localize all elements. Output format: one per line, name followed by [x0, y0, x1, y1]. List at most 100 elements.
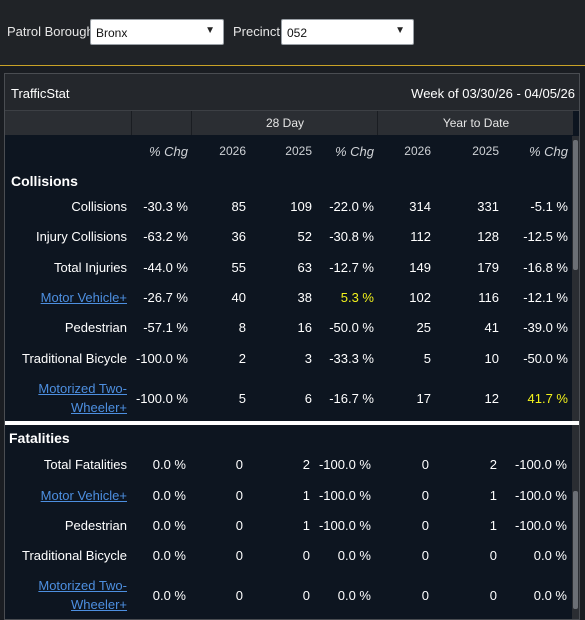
- ytd-chg: 41.7 %: [527, 391, 568, 406]
- precinct-value: 052: [287, 26, 308, 40]
- ytd-chg: -100.0 %: [514, 518, 567, 533]
- d28-chg: -22.0 %: [329, 199, 374, 214]
- row-label-link[interactable]: Motorized Two-: [38, 381, 127, 396]
- scrollbar-thumb[interactable]: [573, 491, 578, 609]
- d28-2026: 55: [231, 260, 246, 275]
- col-week-chg: % Chg: [148, 144, 188, 159]
- section-collisions: Collisions: [11, 173, 78, 189]
- ytd-2026: 314: [409, 199, 431, 214]
- ytd-2026: 112: [410, 229, 431, 244]
- ytd-2025: 1: [489, 488, 497, 503]
- week-chg: -30.3 %: [143, 199, 188, 214]
- fatalities-scrollbar[interactable]: [572, 425, 579, 619]
- ytd-2026: 0: [421, 457, 429, 472]
- ytd-2026: 0: [421, 588, 429, 603]
- ytd-chg: 0.0 %: [533, 588, 567, 603]
- d28-chg: -50.0 %: [329, 320, 374, 335]
- panel-title: TrafficStat: [11, 86, 70, 101]
- d28-2025: 1: [302, 488, 310, 503]
- d28-2026: 0: [235, 588, 243, 603]
- ytd-2025: 2: [489, 457, 497, 472]
- d28-2026: 0: [235, 488, 243, 503]
- filter-bar: Patrol Borough: Bronx ▼ Precinct: 052 ▼: [0, 0, 585, 66]
- collisions-scrollbar[interactable]: [572, 136, 579, 421]
- ytd-2026: 5: [423, 351, 431, 366]
- d28-chg: -100.0 %: [318, 488, 371, 503]
- ytd-2025: 10: [484, 351, 499, 366]
- group-blank: [5, 111, 131, 135]
- row-label: Pedestrian: [64, 518, 127, 533]
- ytd-chg: -39.0 %: [523, 320, 568, 335]
- scrollbar-thumb[interactable]: [573, 140, 578, 270]
- d28-chg: 0.0 %: [337, 548, 371, 563]
- ytd-chg: -12.1 %: [523, 290, 568, 305]
- col-ytd-2025: 2025: [472, 144, 499, 158]
- d28-chg: -33.3 %: [329, 351, 374, 366]
- ytd-chg: -100.0 %: [514, 457, 567, 472]
- d28-chg: -30.8 %: [329, 229, 374, 244]
- week-chg: -44.0 %: [143, 260, 188, 275]
- d28-chg: -12.7 %: [329, 260, 374, 275]
- ytd-2025: 12: [484, 391, 499, 406]
- ytd-chg: -5.1 %: [530, 199, 568, 214]
- ytd-chg: -12.5 %: [523, 229, 568, 244]
- ytd-chg: -50.0 %: [523, 351, 568, 366]
- col-ytd-chg: % Chg: [528, 144, 568, 159]
- ytd-2025: 331: [477, 199, 499, 214]
- precinct-label: Precinct:: [233, 24, 284, 39]
- d28-2026: 0: [235, 457, 243, 472]
- col-28-chg: % Chg: [334, 144, 374, 159]
- ytd-2026: 149: [409, 260, 431, 275]
- d28-chg: 5.3 %: [340, 290, 374, 305]
- row-label-link[interactable]: Wheeler+: [71, 400, 127, 415]
- group-week-blank: [131, 111, 192, 135]
- week-chg: 0.0 %: [152, 548, 186, 563]
- d28-2025: 16: [297, 320, 312, 335]
- col-28-2025: 2025: [285, 144, 312, 158]
- section-fatalities: Fatalities: [9, 430, 70, 446]
- chevron-down-icon: ▼: [205, 25, 215, 36]
- ytd-2026: 25: [416, 320, 431, 335]
- d28-2026: 5: [238, 391, 246, 406]
- precinct-select[interactable]: 052 ▼: [281, 19, 414, 45]
- row-label: Collisions: [71, 199, 127, 214]
- week-chg: 0.0 %: [152, 457, 186, 472]
- week-chg: 0.0 %: [152, 488, 186, 503]
- row-label-link[interactable]: Motor Vehicle+: [40, 488, 127, 503]
- row-label-link[interactable]: Motor Vehicle+: [40, 290, 127, 305]
- d28-2025: 6: [304, 391, 312, 406]
- d28-2026: 8: [238, 320, 246, 335]
- patrol-borough-value: Bronx: [96, 26, 128, 40]
- trafficstat-panel: TrafficStat Week of 03/30/26 - 04/05/26 …: [4, 73, 580, 620]
- week-chg: -63.2 %: [143, 229, 188, 244]
- week-chg: -26.7 %: [143, 290, 188, 305]
- d28-2025: 38: [297, 290, 312, 305]
- week-chg: -100.0 %: [135, 351, 188, 366]
- ytd-2025: 116: [478, 290, 499, 305]
- d28-chg: -100.0 %: [318, 457, 371, 472]
- row-label-link[interactable]: Motorized Two-: [38, 578, 127, 593]
- week-chg: 0.0 %: [152, 588, 186, 603]
- d28-2026: 85: [231, 199, 246, 214]
- row-label: Total Injuries: [54, 260, 127, 275]
- d28-2026: 36: [231, 229, 246, 244]
- ytd-2025: 0: [489, 548, 497, 563]
- ytd-2025: 179: [477, 260, 499, 275]
- d28-chg: -100.0 %: [318, 518, 371, 533]
- d28-2025: 109: [290, 199, 312, 214]
- row-label: Pedestrian: [64, 320, 127, 335]
- d28-2025: 0: [302, 548, 310, 563]
- column-group-header: 28 Day Year to Date: [5, 111, 573, 135]
- d28-2026: 0: [235, 548, 243, 563]
- row-label: Traditional Bicycle: [21, 548, 127, 563]
- row-label-link[interactable]: Wheeler+: [71, 597, 127, 612]
- d28-2025: 3: [304, 351, 312, 366]
- row-label: Total Fatalities: [43, 457, 127, 472]
- d28-2025: 0: [302, 588, 310, 603]
- ytd-2025: 41: [484, 320, 499, 335]
- patrol-borough-select[interactable]: Bronx ▼: [90, 19, 224, 45]
- ytd-2026: 0: [421, 518, 429, 533]
- patrol-borough-label: Patrol Borough:: [7, 24, 98, 39]
- chevron-down-icon: ▼: [395, 25, 405, 36]
- col-ytd-2026: 2026: [404, 144, 431, 158]
